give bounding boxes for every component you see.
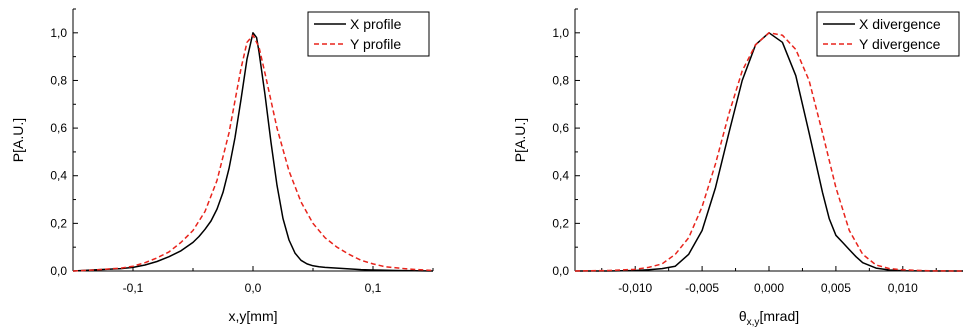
legend: X divergence Y divergence — [816, 11, 960, 57]
y-axis-label: P[A.U.] — [10, 118, 26, 162]
x-axis-label: x,y[mm] — [229, 308, 278, 324]
y-tick-label: 0,0 — [50, 264, 67, 278]
x-tick-label: -0,010 — [618, 281, 652, 295]
y-tick-label: 0,2 — [552, 216, 569, 230]
x-axis-label-symbol: θ — [739, 308, 747, 324]
x-axis-label-unit: [mrad] — [759, 308, 799, 324]
x-tick-label: -0,005 — [685, 281, 719, 295]
y-tick-label: 0,4 — [50, 169, 67, 183]
x-tick-label: 0,000 — [754, 281, 784, 295]
x-axis-label-subscript: x,y — [747, 317, 760, 328]
x-tick-label: 0,0 — [245, 281, 262, 295]
legend-box — [816, 11, 960, 57]
legend-box — [307, 11, 430, 57]
y-tick-label: 0,8 — [50, 73, 67, 87]
y-tick-label: 0,6 — [50, 121, 67, 135]
y-axis-label: P[A.U.] — [512, 118, 528, 162]
y-tick-label: 0,6 — [552, 121, 569, 135]
legend-label-2: Y divergence — [859, 36, 941, 52]
legend-label-1: X profile — [350, 16, 402, 32]
series-line-1 — [575, 32, 963, 272]
x-axis-label: θx,y[mrad] — [739, 308, 799, 328]
series-line-2 — [72, 34, 434, 272]
x-tick-label: 0,010 — [888, 281, 918, 295]
y-tick-label: 0,8 — [552, 73, 569, 87]
legend: X profile Y profile — [307, 11, 430, 57]
y-tick-label: 0,0 — [552, 264, 569, 278]
y-tick-label: 1,0 — [552, 26, 569, 40]
series-line-1 — [72, 32, 434, 272]
series-line-2 — [574, 32, 964, 272]
y-tick-label: 0,4 — [552, 169, 569, 183]
chart-panel-2: 0,0 0,2 0,4 0,6 0,8 1,0 -0,010 -0,005 0,000 0,005… — [512, 8, 964, 328]
legend-label-1: X divergence — [859, 16, 941, 32]
legend-label-2: Y profile — [350, 36, 401, 52]
x-tick-label: 0,005 — [821, 281, 851, 295]
y-tick-label: 0,2 — [50, 216, 67, 230]
x-tick-label: 0,1 — [365, 281, 382, 295]
chart-panel-1: 0,0 0,2 0,4 0,6 0,8 1,0 -0,1 0,0 0,1 P[A.U.] x,y[m… — [10, 8, 434, 324]
x-tick-label: -0,1 — [123, 281, 144, 295]
y-tick-label: 1,0 — [50, 26, 67, 40]
